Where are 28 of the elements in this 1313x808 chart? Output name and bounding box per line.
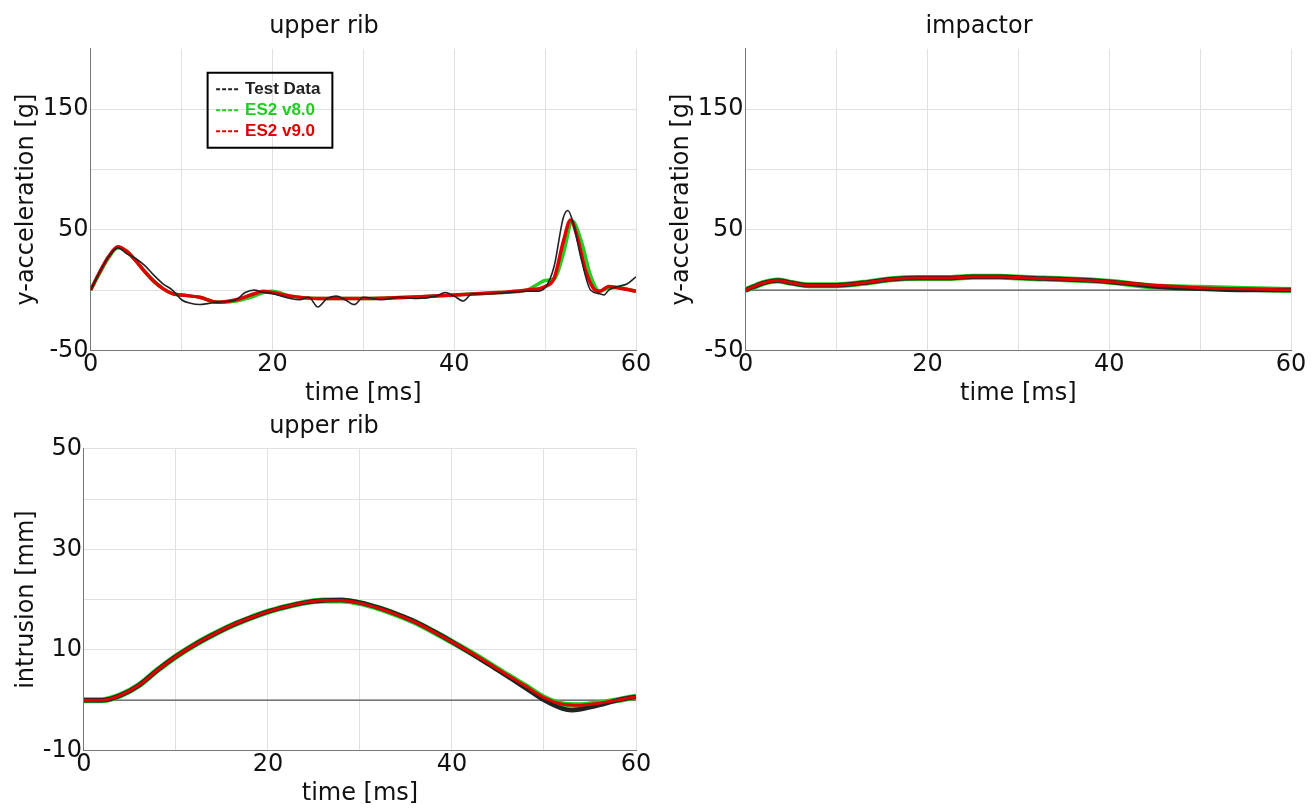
y-axis-title: y-acceleration [g]: [10, 93, 39, 306]
chart-title: upper rib: [269, 410, 379, 439]
x-axis-title: time [ms]: [301, 777, 419, 806]
y-axis-title: intrusion [mm]: [10, 510, 39, 689]
x-tick-label: 60: [620, 749, 652, 778]
y-tick-label: 150: [697, 93, 744, 122]
legend-label: ES2 v8.0: [245, 99, 316, 119]
y-tick-label: 10: [51, 634, 82, 663]
y-tick-label: 50: [58, 213, 89, 242]
chart-title: upper rib: [269, 10, 379, 39]
y-tick-label: 50: [713, 213, 744, 242]
y-tick-label: 150: [42, 93, 89, 122]
y-tick-label: 50: [51, 433, 82, 462]
x-tick-label: 20: [252, 749, 284, 778]
legend-label: Test Data: [245, 78, 321, 98]
x-tick-label: 60: [620, 349, 652, 378]
chart-title: impactor: [925, 10, 1033, 39]
legend-label: ES2 v9.0: [245, 120, 316, 140]
x-axis-title: time [ms]: [960, 377, 1077, 406]
y-tick-label: 30: [51, 533, 82, 562]
x-tick-label: 40: [1093, 349, 1125, 378]
x-tick-label: 60: [1275, 349, 1307, 378]
x-axis-title: time [ms]: [305, 377, 422, 406]
x-tick-label: 40: [438, 349, 470, 378]
x-tick-label: 20: [257, 349, 288, 378]
x-tick-label: 20: [912, 349, 943, 378]
y-axis-title: y-acceleration [g]: [665, 93, 694, 306]
x-tick-label: 40: [436, 749, 468, 778]
